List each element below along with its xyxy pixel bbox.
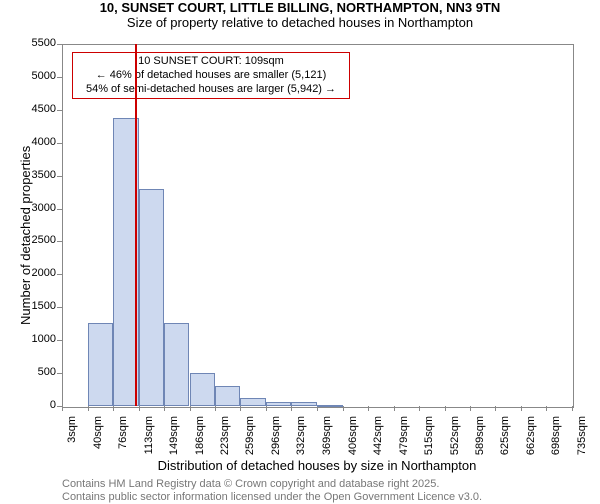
x-tick-label: 113sqm	[143, 416, 155, 466]
x-tick-label: 223sqm	[219, 416, 231, 466]
histogram-bar	[215, 386, 240, 406]
annotation-line-3: 54% of semi-detached houses are larger (…	[77, 83, 345, 97]
x-tick-label: 552sqm	[449, 416, 461, 466]
x-tick-mark	[572, 406, 573, 411]
y-tick-label: 4500	[20, 103, 56, 115]
histogram-bar	[240, 398, 266, 406]
x-tick-label: 625sqm	[499, 416, 511, 466]
x-tick-mark	[419, 406, 420, 411]
y-tick-label: 3000	[20, 202, 56, 214]
y-tick-mark	[57, 143, 62, 144]
y-tick-mark	[57, 307, 62, 308]
x-tick-label: 479sqm	[398, 416, 410, 466]
footer-attribution: Contains HM Land Registry data © Crown c…	[62, 478, 482, 504]
histogram-bar	[139, 189, 164, 406]
x-tick-mark	[445, 406, 446, 411]
y-tick-label: 500	[20, 366, 56, 378]
histogram-bar	[291, 402, 317, 406]
y-tick-mark	[57, 77, 62, 78]
histogram-bar	[164, 323, 190, 406]
x-tick-mark	[164, 406, 165, 411]
x-tick-mark	[190, 406, 191, 411]
x-tick-mark	[88, 406, 89, 411]
histogram-bar	[88, 323, 113, 406]
x-tick-label: 515sqm	[423, 416, 435, 466]
x-tick-mark	[62, 406, 63, 411]
footer-line-2: Contains public sector information licen…	[62, 491, 482, 504]
x-tick-mark	[343, 406, 344, 411]
x-tick-label: 698sqm	[550, 416, 562, 466]
y-tick-label: 3500	[20, 169, 56, 181]
x-tick-label: 149sqm	[168, 416, 180, 466]
x-tick-label: 259sqm	[244, 416, 256, 466]
y-tick-mark	[57, 340, 62, 341]
x-tick-label: 296sqm	[270, 416, 282, 466]
y-tick-label: 2500	[20, 234, 56, 246]
x-tick-mark	[470, 406, 471, 411]
x-tick-mark	[291, 406, 292, 411]
y-tick-mark	[57, 241, 62, 242]
y-tick-label: 0	[20, 399, 56, 411]
x-tick-mark	[317, 406, 318, 411]
chart-container: 10, SUNSET COURT, LITTLE BILLING, NORTHA…	[0, 0, 600, 500]
y-tick-label: 1000	[20, 333, 56, 345]
x-axis-label: Distribution of detached houses by size …	[62, 458, 572, 473]
x-tick-mark	[546, 406, 547, 411]
x-tick-label: 332sqm	[295, 416, 307, 466]
y-tick-label: 4000	[20, 136, 56, 148]
x-tick-label: 76sqm	[117, 416, 129, 466]
y-tick-mark	[57, 110, 62, 111]
y-tick-mark	[57, 176, 62, 177]
y-tick-label: 2000	[20, 267, 56, 279]
x-tick-mark	[266, 406, 267, 411]
x-tick-label: 3sqm	[66, 416, 78, 466]
y-tick-mark	[57, 44, 62, 45]
x-tick-mark	[521, 406, 522, 411]
x-tick-label: 186sqm	[194, 416, 206, 466]
marker-line	[135, 44, 137, 406]
y-tick-mark	[57, 274, 62, 275]
x-tick-label: 442sqm	[372, 416, 384, 466]
histogram-bar	[317, 405, 343, 407]
x-tick-label: 662sqm	[525, 416, 537, 466]
x-tick-mark	[495, 406, 496, 411]
x-tick-mark	[215, 406, 216, 411]
x-tick-label: 589sqm	[474, 416, 486, 466]
y-tick-label: 5000	[20, 70, 56, 82]
footer-line-1: Contains HM Land Registry data © Crown c…	[62, 478, 482, 491]
y-tick-label: 1500	[20, 300, 56, 312]
x-tick-label: 369sqm	[321, 416, 333, 466]
chart-title-line2: Size of property relative to detached ho…	[0, 15, 600, 30]
x-tick-label: 406sqm	[347, 416, 359, 466]
y-tick-mark	[57, 209, 62, 210]
histogram-bar	[190, 373, 216, 406]
annotation-line-2: ← 46% of detached houses are smaller (5,…	[77, 69, 345, 83]
x-tick-mark	[240, 406, 241, 411]
x-tick-label: 40sqm	[92, 416, 104, 466]
chart-title-line1: 10, SUNSET COURT, LITTLE BILLING, NORTHA…	[0, 0, 600, 15]
annotation-line-1: 10 SUNSET COURT: 109sqm	[77, 55, 345, 69]
x-tick-label: 735sqm	[576, 416, 588, 466]
x-tick-mark	[139, 406, 140, 411]
y-tick-mark	[57, 373, 62, 374]
x-tick-mark	[394, 406, 395, 411]
x-tick-mark	[113, 406, 114, 411]
annotation-box: 10 SUNSET COURT: 109sqm ← 46% of detache…	[72, 52, 350, 99]
histogram-bar	[266, 402, 291, 406]
y-tick-label: 5500	[20, 37, 56, 49]
x-tick-mark	[368, 406, 369, 411]
